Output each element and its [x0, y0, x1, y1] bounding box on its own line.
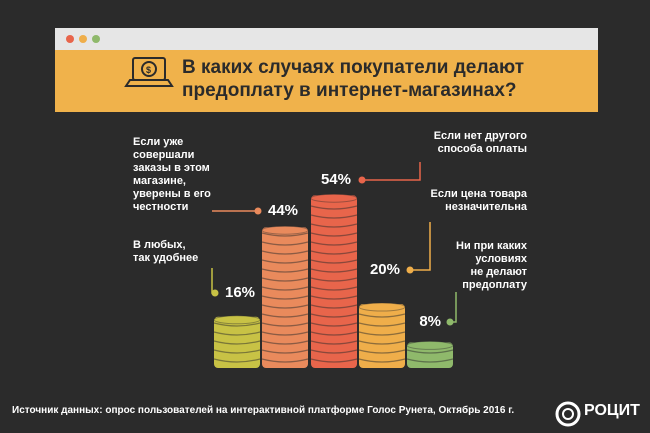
coin-edge [213, 340, 261, 345]
coin-edge [358, 358, 406, 363]
leader-line [450, 292, 457, 323]
coin-stack [214, 316, 260, 368]
coin-edge [358, 322, 406, 327]
leader-dot [358, 176, 366, 184]
annotation: Если цена товара незначительна [430, 188, 528, 213]
window-bar [55, 28, 598, 50]
coin-edge [261, 322, 309, 327]
coin-edge [358, 340, 406, 345]
logo-icon [555, 401, 581, 427]
coin-edge [213, 358, 261, 363]
source: Источник данных: опрос пользователей на … [12, 405, 515, 416]
annotation: Ни при каких условиях не делают предопла… [456, 240, 527, 291]
title: В каких случаях покупатели делают предоп… [182, 57, 525, 101]
coin-edge [261, 232, 309, 237]
coin-edge [310, 277, 358, 282]
coin-edge [358, 313, 406, 318]
coin-edge [310, 223, 358, 228]
laptop-icon [124, 57, 174, 87]
coin-edge [310, 349, 358, 354]
coin-edge [310, 295, 358, 300]
coin-top [213, 315, 261, 325]
coin-edge [310, 205, 358, 210]
value-label: 44% [268, 202, 298, 219]
value-label: 54% [321, 171, 351, 188]
window-dot [66, 35, 74, 43]
coin-edge [358, 331, 406, 336]
coin-edge [310, 232, 358, 237]
annotation: Если нет другого способа оплаты [433, 130, 527, 155]
coin-edge [261, 340, 309, 345]
value-label: 20% [370, 261, 400, 278]
coin-edge [310, 250, 358, 255]
coin-edge [406, 358, 454, 363]
coin-edge [261, 295, 309, 300]
value-label: 16% [225, 284, 255, 301]
coin-edge [310, 304, 358, 309]
leader-dot [254, 207, 262, 215]
coin-edge [261, 313, 309, 318]
coin-top [358, 302, 406, 312]
coin-edge [310, 331, 358, 336]
coin-edge [310, 313, 358, 318]
coin-edge [213, 349, 261, 354]
coin-edge [213, 322, 261, 327]
coin-edge [261, 241, 309, 246]
dollar-sign: $ [146, 65, 151, 75]
coin-edge [310, 268, 358, 273]
coin-edge [261, 304, 309, 309]
coin-top [261, 225, 309, 235]
coin-edge [310, 241, 358, 246]
logo: РОЦИТ [584, 402, 640, 419]
coin-edge [261, 268, 309, 273]
coin-edge [310, 322, 358, 327]
coin-edge [310, 340, 358, 345]
leader-dot [211, 289, 219, 297]
window-dot [92, 35, 100, 43]
coin-top [406, 340, 454, 350]
coin-edge [213, 331, 261, 336]
coin-edge [310, 286, 358, 291]
logo-icon [562, 408, 574, 420]
leader-line [410, 222, 431, 271]
coin-edge [310, 358, 358, 363]
coin-edge [261, 250, 309, 255]
window-dot [79, 35, 87, 43]
coin-edge [261, 358, 309, 363]
coin-top [310, 193, 358, 203]
leader-dot [406, 266, 414, 274]
leader-line [362, 162, 421, 181]
value-label: 8% [419, 313, 441, 330]
annotation: В любых, так удобнее [133, 239, 199, 264]
leader-line [211, 268, 215, 294]
coin-edge [406, 349, 454, 354]
coin-edge [261, 259, 309, 264]
coin-edge [261, 286, 309, 291]
coin-edge [261, 277, 309, 282]
coin-edge [310, 214, 358, 219]
annotation: Если уже совершали заказы в этом магазин… [133, 136, 211, 213]
leader-dot [446, 318, 454, 326]
coin-edge [310, 259, 358, 264]
coin-edge [358, 349, 406, 354]
coin-edge [261, 331, 309, 336]
coin-stack [359, 304, 405, 368]
coin-edge [261, 349, 309, 354]
